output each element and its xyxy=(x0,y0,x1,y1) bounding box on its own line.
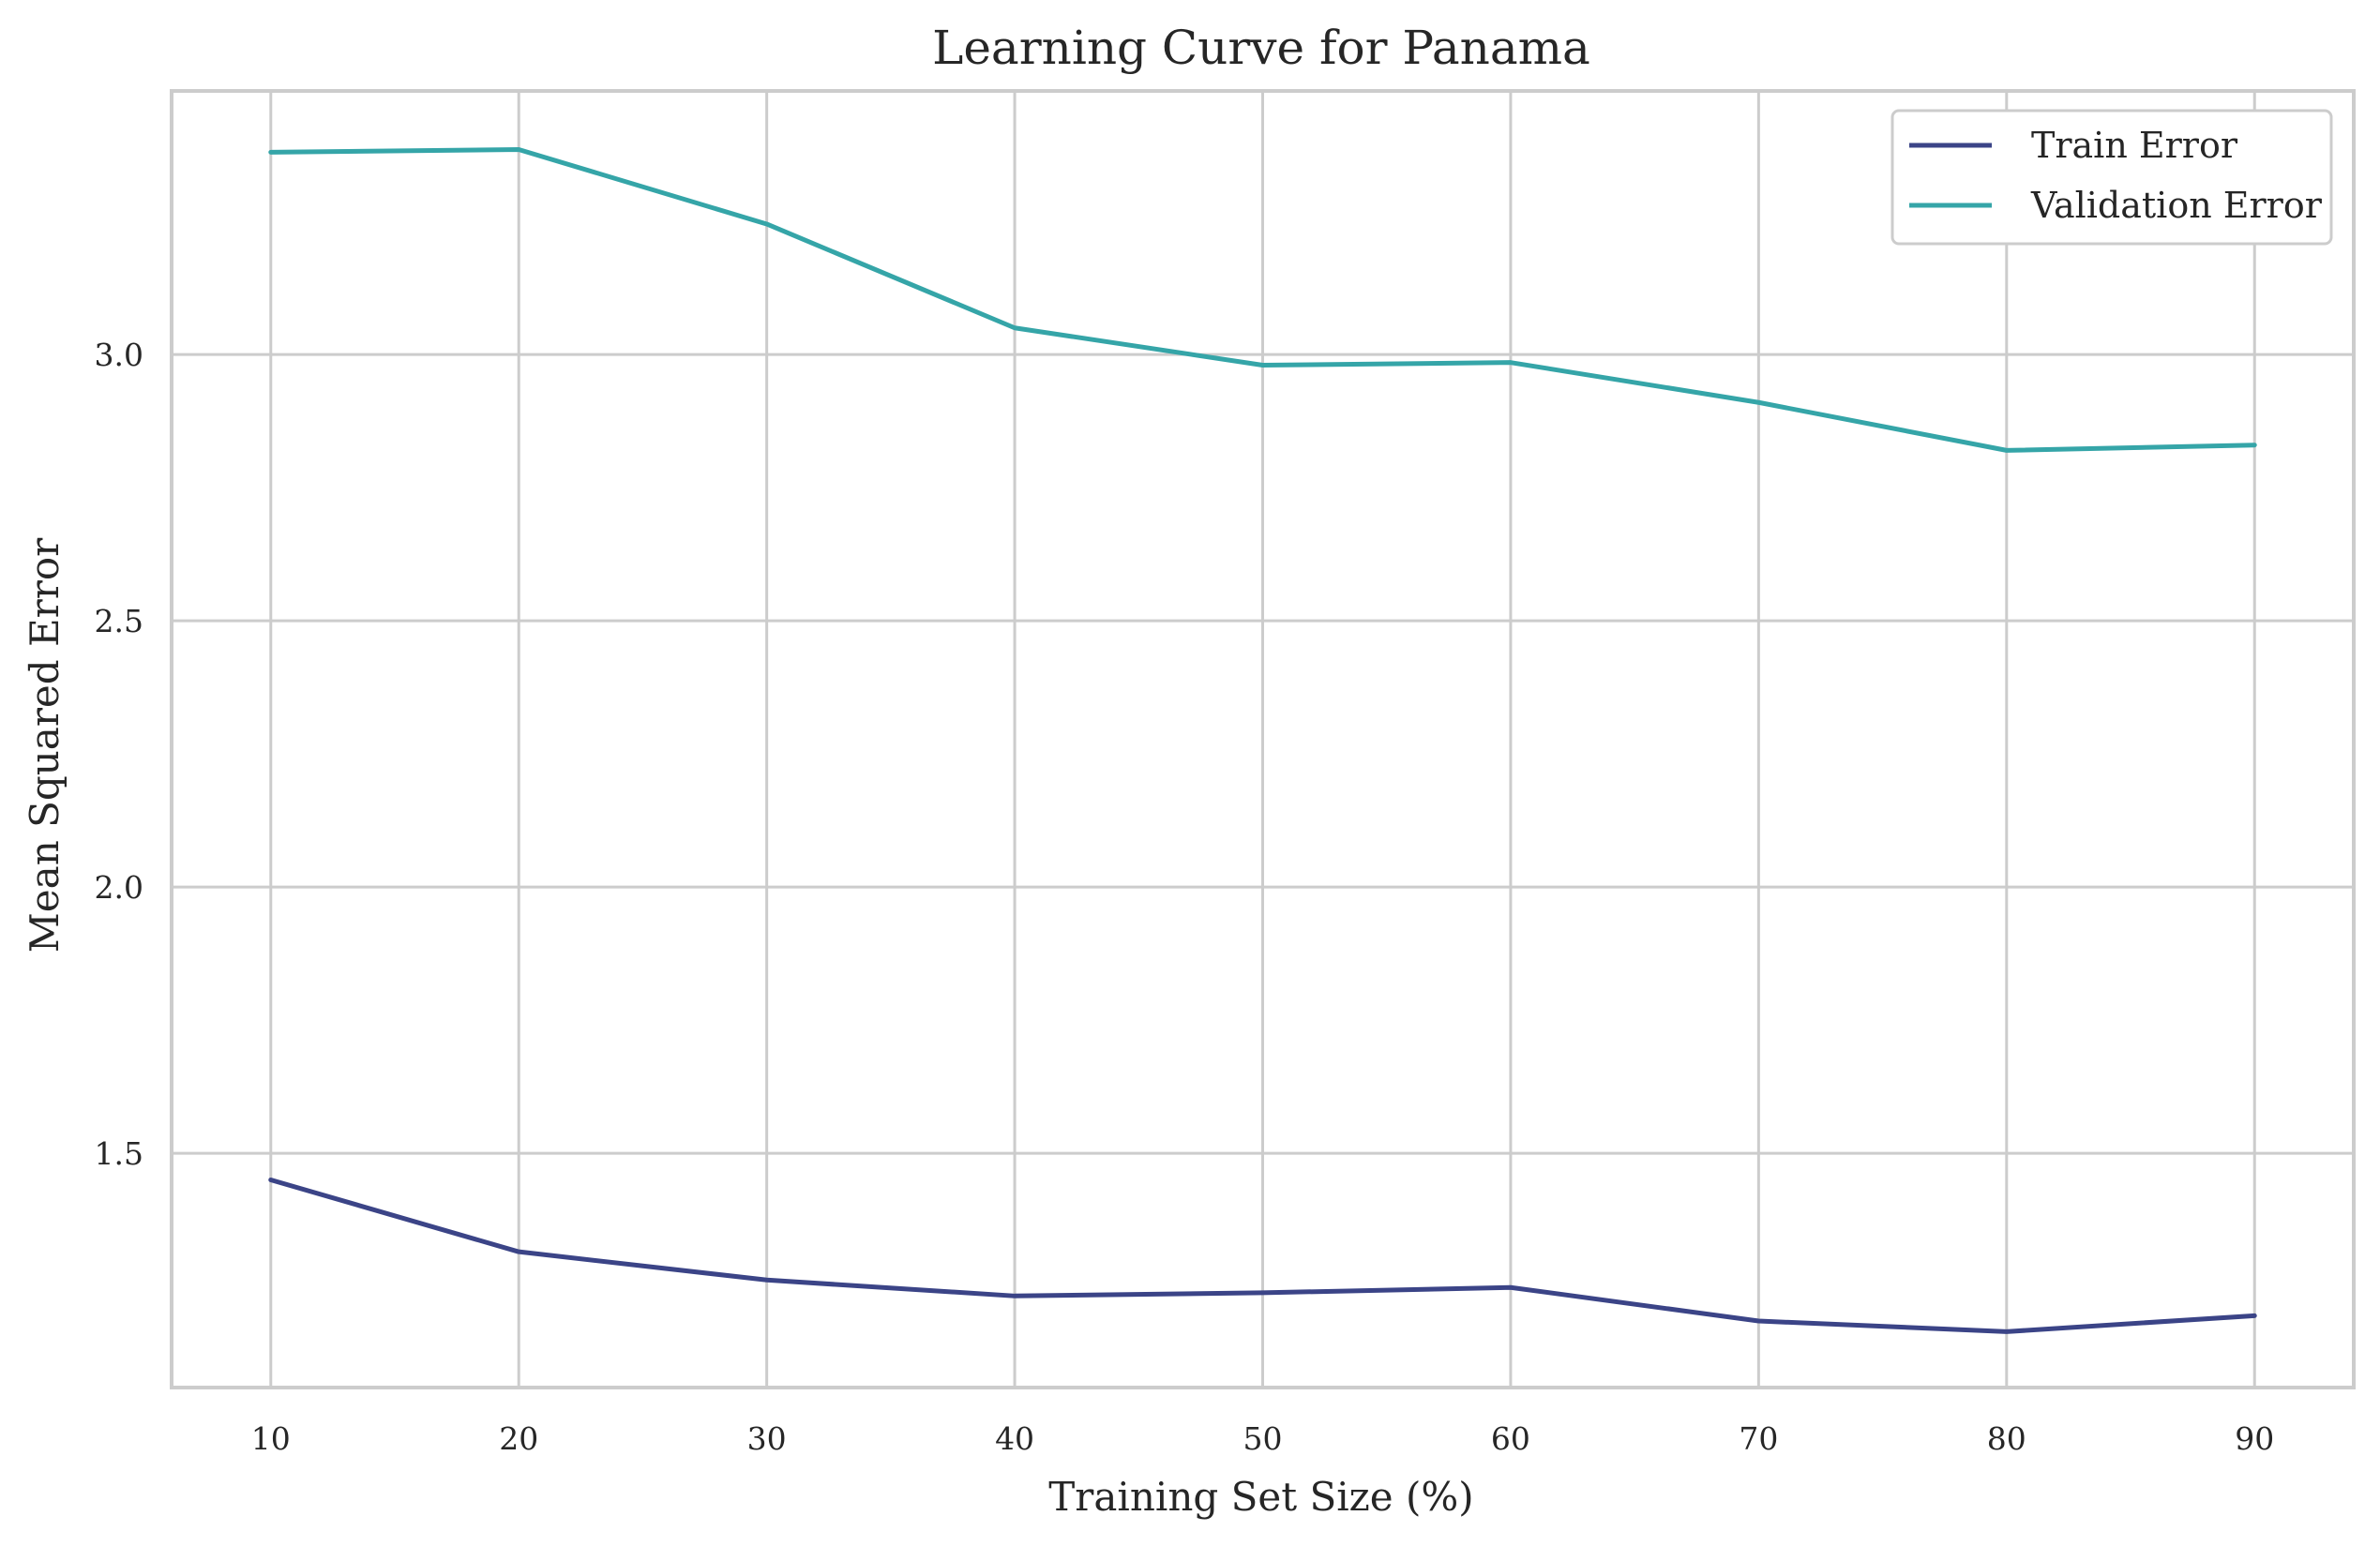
y-axis-ticks: 1.5 2.0 2.5 3.0 xyxy=(95,337,143,1172)
y-axis-label: Mean Squared Error xyxy=(22,537,68,953)
x-tick-label: 40 xyxy=(995,1420,1034,1457)
x-tick-label: 70 xyxy=(1739,1420,1778,1457)
x-tick-label: 20 xyxy=(499,1420,538,1457)
x-tick-label: 50 xyxy=(1243,1420,1283,1457)
chart-title: Learning Curve for Panama xyxy=(932,21,1590,75)
y-tick-label: 2.5 xyxy=(95,603,143,639)
x-axis-label: Training Set Size (%) xyxy=(1048,1474,1473,1520)
legend-label: Train Error xyxy=(2031,125,2238,166)
x-tick-label: 30 xyxy=(747,1420,787,1457)
y-tick-label: 2.0 xyxy=(95,869,143,906)
legend-box xyxy=(1890,109,2333,246)
y-tick-label: 1.5 xyxy=(95,1135,143,1172)
plot-frame xyxy=(170,89,2356,1389)
x-tick-label: 80 xyxy=(1987,1420,2026,1457)
series-layer xyxy=(268,146,2257,1334)
grid xyxy=(172,91,2354,1388)
x-tick-label: 10 xyxy=(251,1420,291,1457)
legend: Train Error Validation Error xyxy=(1890,109,2333,246)
x-tick-label: 60 xyxy=(1491,1420,1530,1457)
x-axis-ticks: 10 20 30 40 50 60 70 80 90 xyxy=(251,1420,2274,1457)
x-tick-label: 90 xyxy=(2235,1420,2274,1457)
legend-label: Validation Error xyxy=(2030,185,2323,226)
y-tick-label: 3.0 xyxy=(95,337,143,373)
